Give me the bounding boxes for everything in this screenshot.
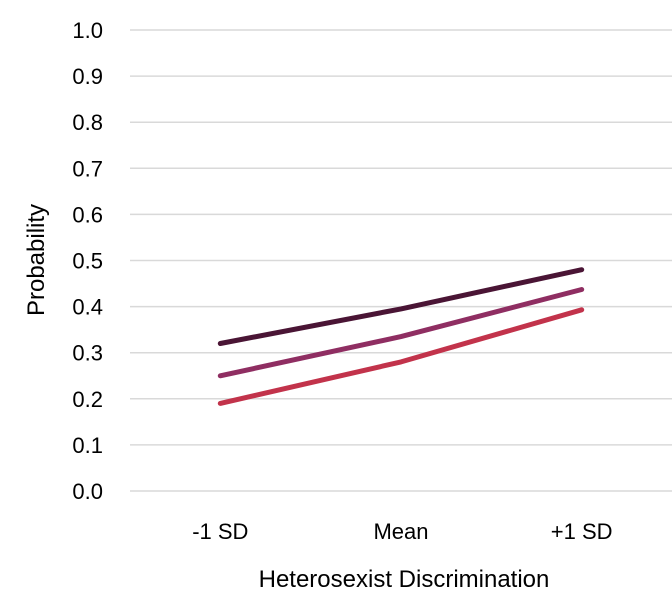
y-tick-label: 0.2 — [72, 387, 103, 412]
y-tick-label: 0.5 — [72, 249, 103, 274]
y-tick-label: 0.8 — [72, 110, 103, 135]
y-axis-ticks: 0.0 0.1 0.2 0.3 0.4 0.5 0.6 0.7 0.8 0.9 1.0 — [72, 18, 103, 504]
x-axis-ticks: -1 SD Mean +1 SD — [192, 519, 612, 544]
y-tick-label: 0.0 — [72, 479, 103, 504]
gridlines — [130, 29, 672, 492]
series-lines — [217, 267, 585, 406]
series-line-2 — [217, 287, 585, 379]
x-tick-label: Mean — [373, 519, 428, 544]
y-tick-label: 0.1 — [72, 433, 103, 458]
y-tick-label: 0.7 — [72, 156, 103, 181]
y-axis-title: Probability — [23, 204, 50, 316]
y-tick-label: 0.9 — [72, 64, 103, 89]
x-tick-label: -1 SD — [192, 519, 248, 544]
x-axis-title: Heterosexist Discrimination — [259, 566, 550, 591]
y-tick-label: 0.3 — [72, 341, 103, 366]
x-tick-label: +1 SD — [551, 519, 613, 544]
y-tick-label: 1.0 — [72, 18, 103, 43]
series-line-3 — [217, 307, 585, 406]
y-tick-label: 0.4 — [72, 295, 103, 320]
y-tick-label: 0.6 — [72, 202, 103, 227]
series-line-1 — [217, 267, 585, 346]
